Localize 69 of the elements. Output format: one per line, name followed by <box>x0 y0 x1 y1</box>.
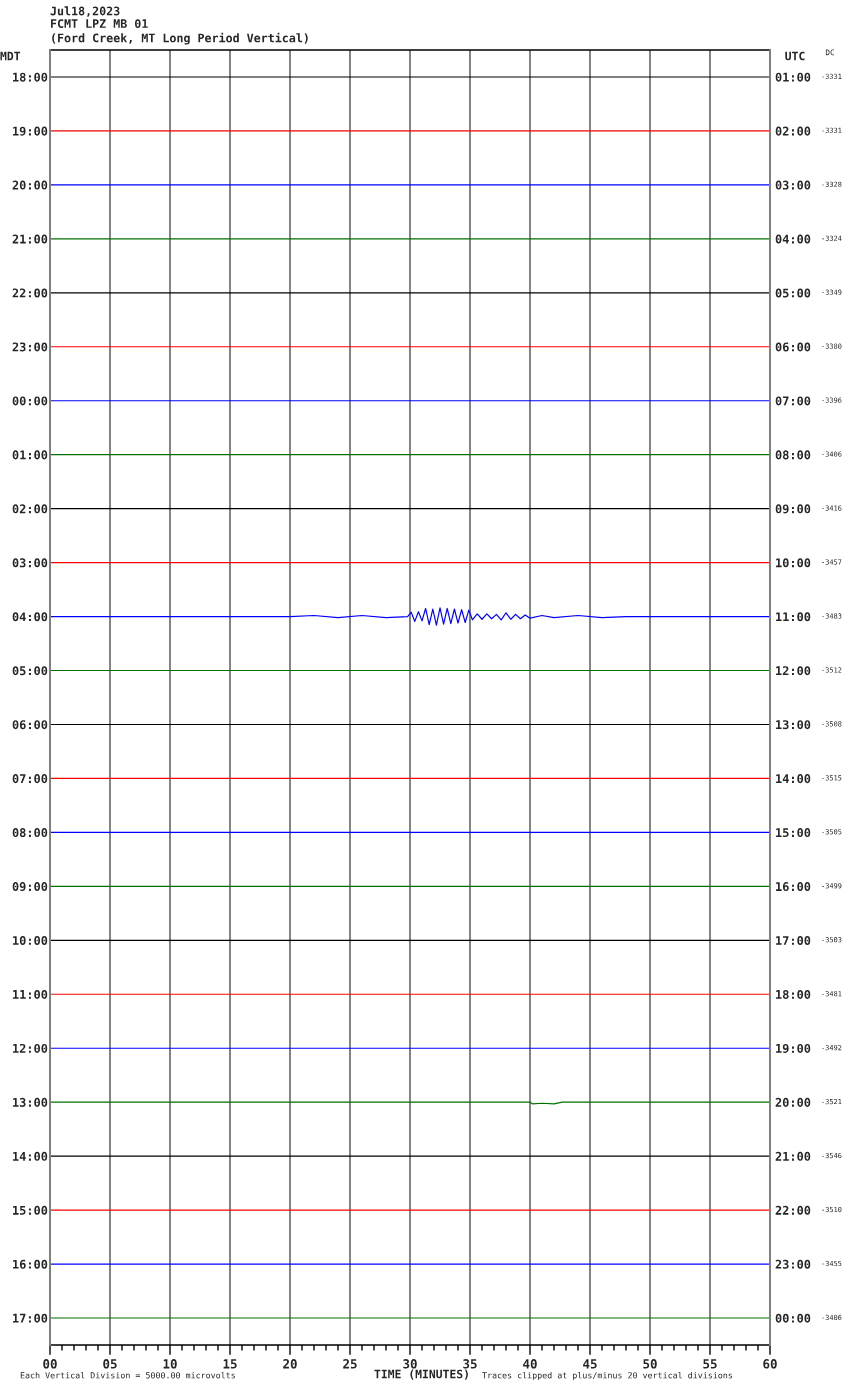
y3-tick-label: 13:00 <box>13 1097 48 1107</box>
y3-tick-label: 01:00 <box>12 450 48 460</box>
y2-tick-label: 06:00 <box>775 342 811 352</box>
x-tick-label: 20 <box>283 1359 297 1369</box>
y3-tick-label: 10:00 <box>13 935 48 946</box>
y2-tick-label: 07:00 <box>775 396 811 406</box>
y2-tick-label: 03:00 <box>775 180 811 190</box>
y-tick-label: 23:00 <box>12 342 48 352</box>
y2-tick-label: 16:00 <box>776 882 811 892</box>
x-tick-label: 60 <box>763 1359 777 1369</box>
y-tick-label: 21:00 <box>12 234 48 244</box>
text: Traces clipped at plus/minus 20 vertical divisions <box>482 1371 733 1381</box>
y2-tick-label: 17:00 <box>776 935 811 946</box>
x-tick-label: 40 <box>523 1359 537 1369</box>
x-tick-label: 45 <box>583 1359 597 1369</box>
y3-tick-label: 02:00 <box>12 504 48 514</box>
y2-tick-label: 02:00 <box>775 126 811 136</box>
y3-tick-label: 05:00 <box>12 666 48 676</box>
y2-tick-label: 19:00 <box>776 1043 811 1053</box>
x-tick-label: 10 <box>163 1359 177 1369</box>
x-axis-title: TIME (MINUTES) <box>374 1369 468 1380</box>
y2-tick-label: 04:00 <box>775 234 811 244</box>
y3-tick-label: 11:00 <box>13 989 48 999</box>
x-tick-label: 50 <box>643 1359 657 1369</box>
y-tick-label: 19:00 <box>13 126 48 136</box>
y3-tick-label: 03:00 <box>12 558 48 568</box>
y-tick-label: 18:00 <box>13 72 48 82</box>
y2-axis-title: UTC <box>785 51 805 61</box>
y3-tick-label: 07:00 <box>12 774 48 784</box>
y-tick-label: 22:00 <box>12 288 48 298</box>
y2-tick-label: 10:00 <box>776 558 811 568</box>
y2-tick-label: 00:00 <box>775 1313 811 1323</box>
y2-tick-label: 14:00 <box>776 774 811 784</box>
y3-tick-label: 06:00 <box>12 720 48 730</box>
y3-tick-label: 00:00 <box>12 396 48 406</box>
y3-tick-label: 15:00 <box>13 1205 48 1215</box>
y2-tick-label: 21:00 <box>775 1151 811 1161</box>
y2-tick-label: 12:00 <box>776 666 811 676</box>
y-axis-title: MDT <box>0 51 21 61</box>
y3-tick-label: 09:00 <box>12 882 48 892</box>
y3-tick-label: 12:00 <box>13 1043 48 1053</box>
y2-tick-label: 18:00 <box>776 989 811 999</box>
x-tick-label: 30 <box>403 1359 417 1369</box>
x-tick-label: 25 <box>343 1359 357 1369</box>
x-tick-label: 05 <box>103 1359 117 1369</box>
x-tick-label: 55 <box>703 1359 717 1369</box>
y3-tick-label: 04:00 <box>12 612 48 622</box>
y2-tick-label: 01:00 <box>775 72 811 82</box>
y-tick-label: 20:00 <box>12 180 48 190</box>
y2-tick-label: 15:00 <box>776 828 811 838</box>
y2-tick-label: 08:00 <box>775 450 811 460</box>
y3-tick-label: 08:00 <box>12 828 48 838</box>
x-tick-label: 35 <box>463 1359 477 1369</box>
y2-tick-label: 05:00 <box>775 288 811 298</box>
y2-tick-label: 11:00 <box>776 612 811 622</box>
y3-tick-label: 17:00 <box>13 1313 48 1323</box>
x-tick-label: 00 <box>43 1359 57 1369</box>
y2-tick-label: 23:00 <box>775 1259 811 1269</box>
chart-subtitle: FCMT LPZ MB 01 (Ford Creek, MT Long Period Vertical) <box>51 19 308 45</box>
x-tick-label: 15 <box>223 1359 237 1369</box>
y2-tick-label: 09:00 <box>775 504 811 514</box>
text: Each Vertical Division = 5000.00 microvolts <box>20 1371 235 1379</box>
y2-tick-label: 20:00 <box>775 1097 811 1107</box>
y3-tick-label: 16:00 <box>13 1259 48 1269</box>
chart-title: Jul18,2023 <box>50 6 120 17</box>
y2-tick-label: 13:00 <box>776 720 811 730</box>
line-series <box>50 607 770 626</box>
y3-tick-label: 14:00 <box>13 1151 48 1161</box>
y2-tick-label: 22:00 <box>775 1205 811 1215</box>
